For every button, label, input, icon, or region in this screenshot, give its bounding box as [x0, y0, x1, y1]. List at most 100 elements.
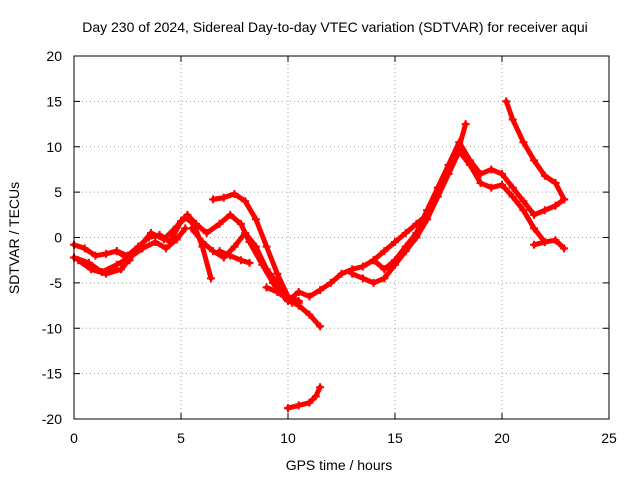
data-point — [337, 269, 346, 278]
data-point — [476, 169, 485, 178]
data-point — [262, 265, 271, 274]
data-point — [508, 192, 517, 201]
data-point — [166, 238, 175, 247]
data-point — [162, 244, 171, 253]
data-point — [508, 183, 517, 192]
data-point — [508, 115, 517, 124]
data-point — [401, 242, 410, 251]
series-arc7 — [215, 247, 254, 267]
axis-ticks: 0 5 10 15 20 25 -20 -15 -10 -5 0 5 10 15 20 — [42, 48, 617, 446]
data-point — [530, 210, 539, 219]
data-point — [369, 256, 378, 265]
series-line — [217, 248, 252, 266]
y-tick-label: 0 — [54, 230, 62, 246]
x-tick-label: 15 — [387, 430, 403, 446]
data-point — [155, 230, 164, 239]
data-point — [262, 242, 271, 251]
data-point — [284, 297, 292, 306]
data-point — [305, 398, 314, 407]
data-point — [241, 197, 250, 206]
data-point — [80, 244, 89, 253]
y-axis-label: SDTVAR / TECUs — [6, 182, 22, 294]
y-tick-label: -5 — [50, 275, 63, 291]
data-point — [294, 401, 303, 410]
data-point — [294, 301, 303, 310]
data-point — [230, 242, 239, 251]
data-point — [305, 292, 314, 301]
data-point — [191, 219, 200, 228]
data-point — [519, 197, 528, 206]
data-point — [112, 260, 121, 269]
data-point — [498, 180, 506, 189]
data-point — [284, 404, 292, 413]
data-point — [102, 249, 111, 258]
data-point — [423, 206, 432, 215]
data-point — [560, 195, 569, 204]
data-point — [273, 269, 282, 278]
data-point — [151, 238, 160, 247]
data-point — [316, 383, 325, 392]
data-point — [219, 193, 228, 202]
y-tick-label: 5 — [54, 184, 62, 200]
data-point — [560, 244, 569, 253]
data-point — [530, 240, 539, 249]
data-point — [476, 179, 485, 188]
data-point — [540, 206, 549, 215]
data-point — [380, 274, 389, 283]
data-point — [230, 189, 239, 198]
data-point — [117, 265, 126, 274]
x-tick-label: 25 — [601, 430, 617, 446]
x-tick-label: 20 — [494, 430, 510, 446]
data-point — [294, 287, 303, 296]
series-arc8 — [262, 283, 325, 331]
data-point — [134, 242, 143, 251]
data-point — [540, 171, 549, 180]
data-point — [369, 278, 378, 287]
data-point — [177, 217, 185, 226]
y-tick-label: -15 — [42, 366, 62, 382]
data-point — [209, 195, 218, 204]
data-point — [358, 274, 367, 283]
data-point — [202, 228, 211, 237]
data-point — [87, 265, 96, 274]
x-tick-label: 10 — [280, 430, 296, 446]
y-tick-label: 10 — [46, 139, 62, 155]
data-point — [498, 169, 506, 178]
series-line — [531, 237, 567, 251]
series-arc12 — [502, 97, 569, 204]
data-point — [236, 219, 245, 228]
data-point — [461, 120, 470, 129]
x-axis-label: GPS time / hours — [286, 457, 393, 473]
data-point — [326, 278, 335, 287]
data-point — [465, 156, 474, 165]
data-point — [551, 179, 560, 188]
data-point — [530, 156, 539, 165]
data-point — [198, 238, 207, 247]
data-point — [236, 256, 245, 265]
data-point — [380, 265, 389, 274]
y-tick-label: -20 — [42, 411, 62, 427]
data-point — [241, 228, 250, 237]
data-point — [91, 251, 100, 260]
data-point — [316, 286, 325, 295]
data-point — [530, 224, 539, 233]
data-point — [226, 251, 235, 260]
data-point — [540, 238, 549, 247]
data-point — [391, 256, 399, 265]
data-point — [245, 258, 254, 267]
data-point — [112, 247, 121, 256]
data-point — [519, 206, 528, 215]
chart-title: Day 230 of 2024, Sidereal Day-to-day VTE… — [82, 19, 588, 35]
data-point — [401, 228, 410, 237]
x-tick-label: 5 — [177, 430, 185, 446]
data-point — [551, 201, 560, 210]
data-point — [487, 165, 496, 174]
data-point — [305, 310, 314, 319]
data-point — [433, 183, 442, 192]
data-point — [519, 138, 528, 147]
data-point — [215, 219, 224, 228]
data-point — [206, 274, 215, 283]
data-point — [74, 256, 83, 265]
